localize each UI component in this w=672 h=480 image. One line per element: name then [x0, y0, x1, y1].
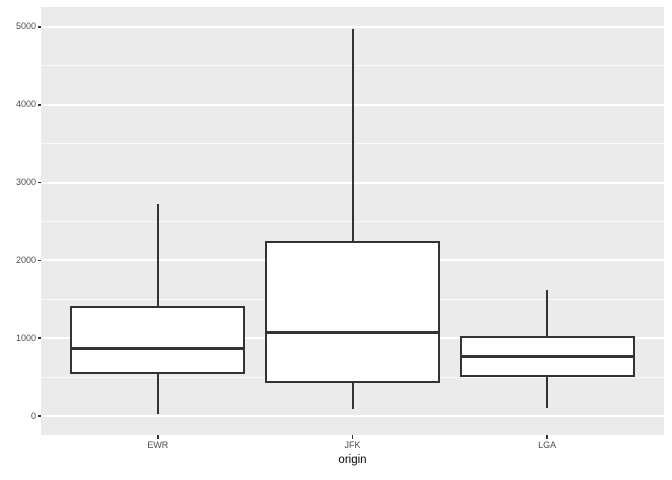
boxplot-EWR-median [70, 346, 246, 350]
y-tick-mark-3000 [38, 181, 41, 184]
gridline-major-0 [41, 415, 664, 418]
boxplot-EWR-lower-whisker [156, 374, 159, 415]
x-tick-label-LGA: LGA [538, 440, 557, 450]
y-tick-label-5000: 5000 [15, 21, 36, 32]
x-tick-mark-EWR [157, 435, 159, 439]
y-tick-mark-4000 [38, 104, 41, 106]
y-tick-label-0: 0 [30, 410, 36, 421]
boxplot-JFK-median [264, 331, 441, 335]
y-tick-mark-0 [38, 415, 41, 417]
x-tick-label-EWR: EWR [147, 440, 169, 450]
y-tick-label-1000: 1000 [15, 332, 36, 343]
y-tick-mark-2000 [38, 259, 41, 262]
y-tick-mark-1000 [38, 337, 41, 339]
y-tick-mark-5000 [38, 26, 41, 28]
boxplot-JFK-upper-whisker [351, 28, 354, 241]
x-tick-mark-JFK [351, 435, 354, 439]
x-tick-label-JFK: JFK [344, 440, 361, 450]
y-tick-label-4000: 4000 [15, 99, 36, 110]
boxplot-EWR-upper-whisker [156, 204, 159, 307]
boxplot-LGA-upper-whisker [546, 289, 549, 336]
x-tick-mark-LGA [546, 435, 548, 439]
x-axis-title: origin [338, 454, 367, 466]
boxplot-JFK-box [264, 240, 441, 383]
y-tick-label-3000: 3000 [15, 177, 36, 188]
boxplot-LGA-median [459, 355, 635, 359]
boxplot-LGA-lower-whisker [546, 377, 549, 409]
y-tick-label-2000: 2000 [15, 254, 36, 265]
gridline-major-5000 [41, 25, 664, 28]
plot-panel [41, 7, 664, 435]
boxplot-JFK-lower-whisker [351, 382, 354, 409]
boxplot-EWR-box [70, 306, 246, 374]
boxplot-layer [41, 7, 664, 435]
